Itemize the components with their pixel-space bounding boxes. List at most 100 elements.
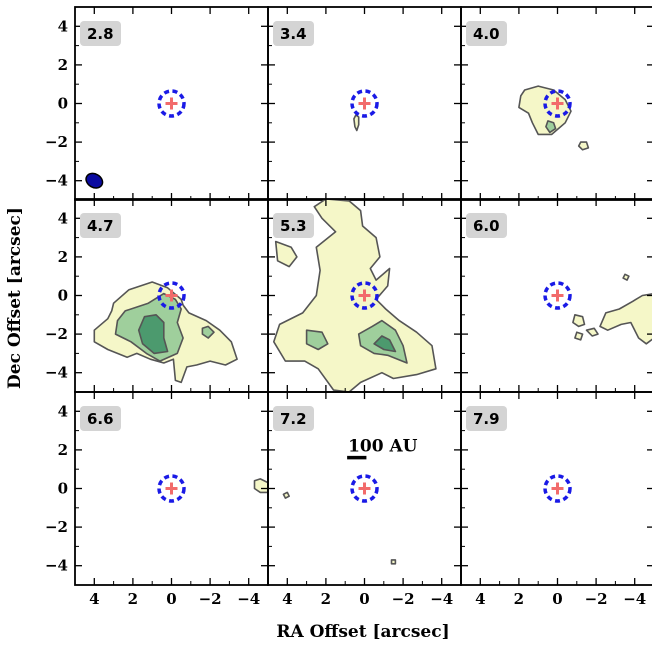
y-tick-label: 0 [58,480,68,498]
panel-velocity-label: 7.2 [280,410,307,428]
source-plus-marker [165,289,178,302]
x-tick-label: −2 [199,590,222,608]
contour-level-1 [353,114,360,132]
source-circle-marker [157,474,186,503]
panel-velocity-label: 5.3 [280,217,307,235]
panel-velocity-label: 3.4 [280,25,307,43]
source-plus-marker [165,97,178,110]
source-circle-marker [350,281,379,310]
contour-level-1 [574,331,584,341]
source-plus-marker [358,289,371,302]
y-tick-label: −4 [45,557,68,575]
y-tick-label: 4 [58,209,68,227]
source-plus-marker [165,482,178,495]
x-tick-label: 0 [552,590,562,608]
panel-7.9: 7.9 [460,391,652,586]
contour-level-3 [373,335,397,353]
panel-3.4: 3.4 [267,6,462,201]
contour-level-1 [577,141,590,151]
y-tick-label: 0 [58,95,68,113]
panel-velocity-label: 7.9 [473,410,500,428]
x-tick-label: −2 [585,590,608,608]
panel-velocity-label: 6.0 [473,217,500,235]
panel-label-box [466,213,507,238]
panel-frame [460,391,652,586]
contour-level-1 [274,240,298,268]
panel-plot-area [85,89,186,189]
panel-velocity-label: 4.0 [473,25,500,43]
panel-velocity-label: 6.6 [87,410,114,428]
x-tick-label: 0 [166,590,176,608]
source-circle-marker [350,89,379,118]
tick-labels-layer: 4 2 0 −2 −4 4 2 0 −2 −4 4 2 0 −2 −4 4 2 0 −2 −4 4 2 0 −2 −4 4 2 0 −2… [45,17,646,608]
panel-plot-area [543,474,572,503]
y-tick-label: 0 [58,287,68,305]
contour-level-2 [545,120,557,134]
source-plus-marker [551,289,564,302]
contour-level-2 [305,329,329,351]
panel-label-box [273,21,314,46]
panel-label-box [80,213,121,238]
panel-5.3: 5.3 [267,198,462,393]
panel-plot-area [350,89,379,132]
y-tick-label: −4 [45,364,68,382]
source-circle-marker [157,89,186,118]
contour-level-2 [201,325,215,339]
source-circle-marker [157,281,186,310]
x-tick-label: 2 [321,590,331,608]
y-tick-label: −2 [45,518,68,536]
x-tick-label: 4 [89,590,99,608]
x-tick-label: −2 [392,590,415,608]
source-plus-marker [358,97,371,110]
contour-level-1 [622,273,630,281]
contour-level-1 [518,85,572,136]
panel-label-box [466,21,507,46]
panel-6.0: 6.0 [460,198,652,393]
contour-level-1 [282,491,290,499]
source-circle-marker [543,89,572,118]
x-tick-label: 4 [282,590,292,608]
y-tick-label: 2 [58,441,68,459]
y-tick-label: 4 [58,402,68,420]
y-tick-label: 4 [58,17,68,35]
contour-level-1 [585,327,599,337]
contour-level-1 [390,559,397,565]
x-tick-label: −4 [623,590,646,608]
panel-6.6: 6.6 [74,391,269,586]
y-tick-label: −2 [45,325,68,343]
contour-level-3 [137,314,169,355]
source-plus-marker [358,482,371,495]
panel-7.2: 100 AU 7.2 [267,391,462,586]
source-circle-marker [350,474,379,503]
x-tick-label: 2 [514,590,524,608]
panel-2.8: 2.8 [74,6,269,201]
y-tick-label: 2 [58,248,68,266]
panel-label-box [80,406,121,431]
x-axis-title: RA Offset [arcsec] [276,622,449,642]
x-tick-label: 2 [128,590,138,608]
contour-level-1 [599,293,652,345]
y-tick-label: −4 [45,172,68,190]
panel-plot-area [543,273,652,345]
x-tick-label: 4 [475,590,485,608]
scale-bar-label: 100 AU [348,437,418,457]
panel-plot-area [518,85,590,151]
panels-layer: 2.8 3.4 4.0 4.7 5.3 6.0 6.6 100 AU 7.2 7.9 [74,6,652,586]
panel-label-box [80,21,121,46]
y-tick-label: 2 [58,56,68,74]
panel-label-box [273,406,314,431]
panel-plot-area [157,474,268,503]
panel-4.0: 4.0 [460,6,652,201]
source-circle-marker [543,474,572,503]
x-tick-label: −4 [237,590,260,608]
panel-plot-area: 100 AU [282,437,418,565]
contour-level-1 [253,478,268,494]
source-plus-marker [551,482,564,495]
y-tick-label: −2 [45,133,68,151]
panel-plot-area [273,199,437,392]
panel-velocity-label: 4.7 [87,217,114,235]
panel-velocity-label: 2.8 [87,25,114,43]
panel-label-box [466,406,507,431]
panel-label-box [273,213,314,238]
